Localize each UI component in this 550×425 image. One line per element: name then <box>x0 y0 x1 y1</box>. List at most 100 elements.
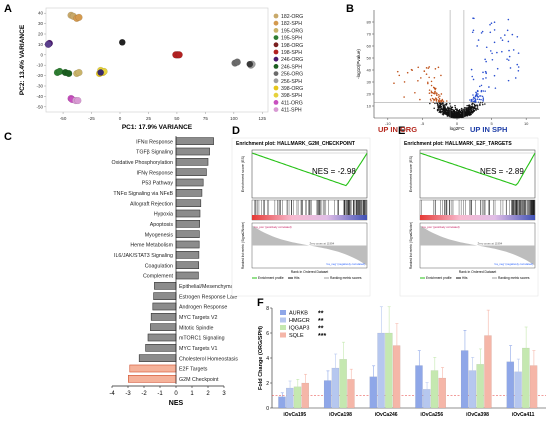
legend-swatch <box>280 325 286 330</box>
nes-bar <box>128 375 177 383</box>
y-tick-label: -50 <box>36 104 43 109</box>
gene-point <box>469 99 471 101</box>
nes-bar <box>175 230 200 238</box>
gene-point <box>438 98 441 100</box>
gene-point <box>471 111 473 113</box>
gene-point <box>443 112 446 114</box>
gene-point <box>509 67 512 69</box>
gene-point <box>439 108 442 111</box>
data-point <box>74 97 82 105</box>
enrichment-curve <box>251 152 368 187</box>
gene-point <box>460 114 463 116</box>
bar-category-label: G2M Checkpoint <box>179 377 219 383</box>
x-axis-title: NES <box>169 400 184 407</box>
bar-category-label: mTORC1 Signaling <box>179 336 225 342</box>
gene-point <box>440 103 443 105</box>
significance-mark: ** <box>318 326 324 333</box>
es-frame <box>419 149 536 199</box>
panel-label-c: C <box>4 131 12 143</box>
gene-point <box>488 86 490 88</box>
data-point <box>75 13 83 21</box>
metric-axis-title: Ranked list metric (Signal2Noise) <box>409 222 413 269</box>
gene-point <box>496 67 499 70</box>
legend-swatch <box>273 35 279 40</box>
legend-label: 398-ORG <box>281 86 303 92</box>
gene-point <box>481 95 484 98</box>
x-tick-label: -3 <box>125 391 131 397</box>
x-tick-label: 3 <box>222 391 226 397</box>
x-tick-label: -10 <box>385 121 392 126</box>
legend-label: SQLE <box>289 333 304 339</box>
gene-point <box>469 104 471 107</box>
gene-point <box>458 114 461 117</box>
gene-point <box>459 113 461 115</box>
x-tick-label: -5 <box>421 121 425 126</box>
gene-point <box>442 107 445 110</box>
gene-point <box>443 106 446 109</box>
x-tick-label: iOvCa195 <box>283 412 306 418</box>
gene-point <box>474 99 477 102</box>
gene-point <box>466 104 468 107</box>
legend-label: Enrichment profile <box>258 276 284 280</box>
legend-swatch <box>280 310 286 315</box>
bar-category-label: E2F Targets <box>179 367 208 373</box>
gene-point <box>454 106 457 109</box>
gene-point <box>464 113 467 115</box>
x-tick-label: 50 <box>174 116 180 121</box>
gene-point <box>512 49 515 51</box>
legend-label: 411-SPH <box>281 108 302 114</box>
gene-point <box>442 104 444 107</box>
bar-category-label: Oxidative Phosphorylation <box>111 160 173 166</box>
significance-mark: ** <box>318 318 324 325</box>
gene-point <box>493 21 496 24</box>
bar-category-label: Cholesterol Homeostasis <box>179 356 238 362</box>
gene-point <box>485 71 487 73</box>
pca-plot: -50 -25 0 25 50 75 100 125 -50 -40 -30 -20 -10 0 10 20 3… <box>19 7 303 131</box>
gene-point <box>438 93 440 96</box>
gene-point <box>493 29 496 31</box>
gene-point <box>444 108 446 111</box>
gene-point <box>474 101 477 103</box>
nes-bar <box>150 323 177 331</box>
gene-point <box>476 95 479 98</box>
legend-swatch <box>280 317 286 323</box>
gene-point <box>434 97 437 99</box>
gene-point <box>480 32 483 34</box>
y-tick-label: 20 <box>38 32 44 37</box>
legend-label: Hits <box>294 276 300 280</box>
gene-point <box>428 92 431 94</box>
nes-bar <box>175 261 200 269</box>
y-axis-title: Fold Change (ORG/SPH) <box>258 326 264 390</box>
gene-point <box>458 112 460 114</box>
nes-bar <box>175 209 201 218</box>
gene-point <box>441 100 444 102</box>
gene-point <box>480 95 482 97</box>
panel-label-e: E <box>398 125 405 137</box>
gene-point <box>460 108 463 110</box>
gene-point <box>454 115 457 117</box>
significance-mark: *** <box>318 333 326 340</box>
bar-category-label: Estrogen Response Late <box>179 294 237 300</box>
y-tick-label: 4 <box>266 356 269 362</box>
gene-point <box>472 78 475 81</box>
bar-category-label: IFNα Response <box>136 139 173 145</box>
gene-point <box>434 102 436 105</box>
gene-point <box>466 107 469 109</box>
gene-point <box>433 76 436 79</box>
gene-point <box>477 108 479 111</box>
x-tick-label: 125 <box>259 116 267 121</box>
gene-point <box>482 98 485 101</box>
panel-label-b: B <box>346 3 354 15</box>
gene-point <box>465 108 468 111</box>
y-tick-label: 8 <box>266 306 269 312</box>
gene-point <box>485 46 488 49</box>
gene-point <box>475 93 478 96</box>
gene-point <box>472 94 474 96</box>
x-tick-label: 0 <box>174 391 178 397</box>
gene-point <box>471 102 474 105</box>
fold-change-chart: 0 2 4 6 8 Fold Change (ORG/SPH) iOvCa195 iOvCa1… <box>258 306 546 418</box>
gene-point <box>484 58 486 61</box>
gene-point <box>453 114 455 116</box>
gene-point <box>482 71 484 74</box>
y-tick-label: -40 <box>36 94 43 99</box>
